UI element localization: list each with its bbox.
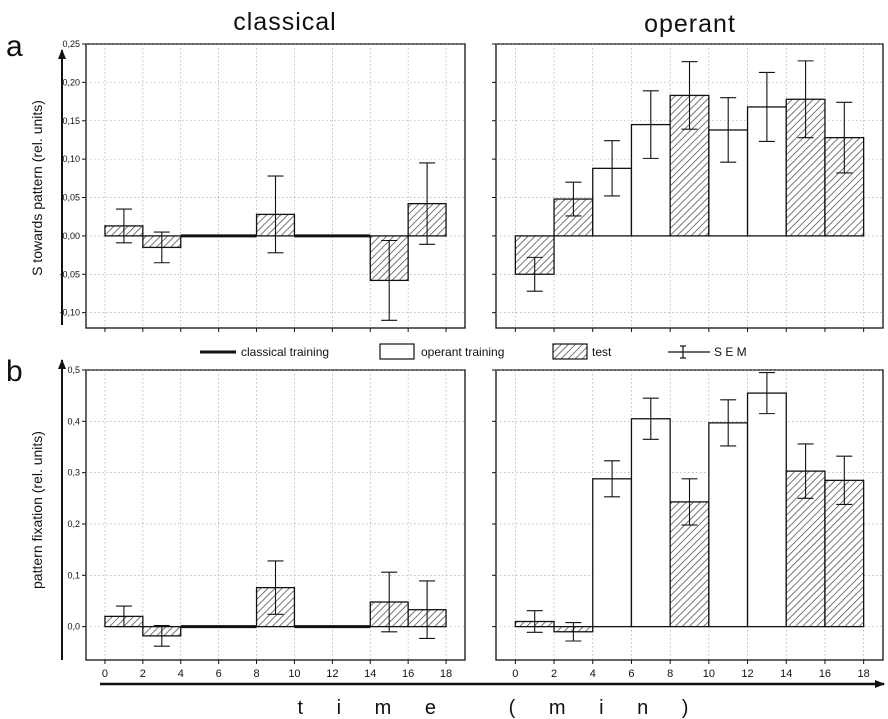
sem-error-bar: [642, 90, 659, 159]
y-tick-label: 0,00: [62, 231, 80, 241]
legend-classical-training-label: classical training: [241, 345, 329, 359]
sem-error-bar: [836, 455, 853, 506]
panels-layer: -0,10-0,050,000,050,100,150,200,250,00,1…: [59, 39, 884, 680]
y-tick-label: 0,10: [62, 154, 80, 164]
y-tick-label: 0,5: [67, 365, 80, 375]
time-axis-title: t i m e ( m i n ): [298, 697, 703, 719]
sem-error-bar: [267, 175, 284, 254]
y-axis-label-a: S towards pattern (rel. units): [29, 100, 45, 276]
operant-training-bar: [592, 478, 633, 628]
sem-error-bar: [836, 101, 853, 174]
y-tick-label: 0,0: [67, 622, 80, 632]
sem-error-bar: [526, 610, 543, 633]
y-tick-label: 0,2: [67, 519, 80, 529]
legend-test-label: test: [592, 345, 612, 359]
sem-error-bar: [526, 256, 543, 292]
panel-letter-a: a: [6, 30, 23, 63]
legend-operant-training-label: operant training: [421, 345, 504, 359]
x-tick-label: 0: [512, 668, 518, 680]
x-tick-label: 8: [667, 668, 673, 680]
legend-sem-swatch: [668, 345, 710, 359]
y-axis-label-b: pattern fixation (rel. units): [29, 431, 45, 589]
sem-error-bar: [153, 231, 170, 264]
sem-error-bar: [720, 399, 737, 447]
sem-error-bar: [381, 239, 398, 321]
sem-error-bar: [681, 478, 698, 526]
x-tick-label: 2: [140, 668, 146, 680]
sem-error-bar: [267, 560, 284, 615]
x-tick-label: 4: [178, 668, 184, 680]
x-tick-label: 2: [551, 668, 557, 680]
sem-error-bar: [604, 140, 621, 197]
sem-error-bar: [565, 621, 582, 642]
sem-error-bar: [115, 208, 132, 244]
operant-training-bar: [708, 422, 749, 628]
y-tick-label: -0,05: [59, 269, 80, 279]
y-tick-label: 0,05: [62, 193, 80, 203]
panel-letter-b: b: [6, 355, 23, 388]
y-tick-label: 0,3: [67, 468, 80, 478]
sem-error-bar: [797, 60, 814, 139]
x-tick-label: 12: [326, 668, 338, 680]
sem-error-bar: [604, 460, 621, 498]
y-tick-label: 0,20: [62, 77, 80, 87]
sem-error-bar: [565, 181, 582, 217]
x-tick-label: 18: [440, 668, 452, 680]
operant-training-bar: [746, 392, 787, 628]
y-tick-label: 0,1: [67, 570, 80, 580]
x-tick-label: 14: [780, 668, 792, 680]
test-bar: [553, 198, 594, 237]
panel-a-classical: -0,10 -0,05 0,00 0,05 0,10 0,15 0,20 0,25: [59, 39, 466, 332]
operant-training-bar: [630, 418, 671, 628]
sem-error-bar: [758, 372, 775, 415]
x-tick-label: 18: [858, 668, 870, 680]
legend: classical training operant training test…: [200, 343, 747, 360]
legend-sem-label: S E M: [714, 345, 747, 359]
y-tick-label: 0,15: [62, 116, 80, 126]
column-title-classical: classical: [233, 8, 336, 36]
y-tick-label: 0,4: [67, 416, 80, 426]
x-tick-label: 6: [216, 668, 222, 680]
sem-error-bar: [797, 443, 814, 499]
sem-error-bar: [153, 625, 170, 647]
sem-error-bar: [642, 397, 659, 440]
x-tick-label: 10: [703, 668, 715, 680]
x-tick-label: 0: [102, 668, 108, 680]
legend-operant-training-swatch: [379, 343, 415, 360]
panel-a-operant: [492, 43, 884, 332]
x-tick-label: 16: [402, 668, 414, 680]
sem-error-bar: [115, 605, 132, 628]
y-tick-label: -0,10: [59, 308, 80, 318]
legend-test-swatch: [552, 343, 588, 360]
y-tick-label: 0,25: [62, 39, 80, 49]
x-tick-label: 12: [741, 668, 753, 680]
panel-b-operant: 0 2 4 6 8 10 12 14 16 18: [492, 369, 884, 680]
sem-error-bar: [381, 571, 398, 633]
x-tick-label: 14: [364, 668, 376, 680]
sem-error-bar: [681, 61, 698, 130]
panel-b-classical: 0,0 0,1 0,2 0,3 0,4 0,5 0 2 4 6 8 10 12 14 16 18: [67, 365, 466, 680]
sem-error-bar: [419, 162, 436, 245]
x-tick-label: 4: [590, 668, 596, 680]
x-tick-label: 10: [288, 668, 300, 680]
sem-error-bar: [758, 71, 775, 143]
test-bar: [824, 136, 865, 237]
x-tick-label: 8: [253, 668, 259, 680]
x-tick-label: 16: [819, 668, 831, 680]
sem-error-bar: [419, 580, 436, 639]
sem-error-bar: [720, 97, 737, 163]
x-tick-label: 6: [628, 668, 634, 680]
column-title-operant: operant: [644, 10, 736, 38]
